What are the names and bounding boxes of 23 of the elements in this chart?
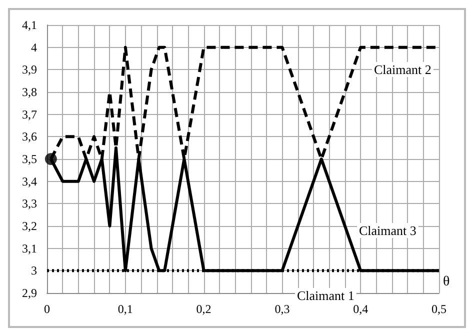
annotation: Claimant 2 <box>374 62 432 77</box>
x-tick-label: 0,1 <box>118 302 133 316</box>
x-tick-label: 0,3 <box>274 302 290 316</box>
y-tick-label: 3,7 <box>22 107 37 122</box>
y-tick-label: 3 <box>31 264 37 278</box>
x-tick-label: 0,5 <box>432 302 446 316</box>
y-tick-label: 3,1 <box>22 241 37 256</box>
x-tick-label: 0,2 <box>196 302 212 316</box>
y-tick-label: 3,2 <box>22 219 37 233</box>
x-tick-label: 0 <box>44 302 50 316</box>
x-axis-title: θ <box>443 274 450 290</box>
y-tick-label: 3,9 <box>22 62 37 77</box>
y-tick-label: 4 <box>31 40 37 54</box>
y-tick-label: 3,8 <box>22 85 37 99</box>
y-tick-label: 3,4 <box>22 174 37 188</box>
y-tick-label: 2,9 <box>22 286 37 300</box>
y-tick-label: 3,6 <box>22 130 37 144</box>
annotation: Claimant 1 <box>297 288 354 303</box>
y-tick-label: 3,3 <box>22 196 37 211</box>
annotation: Claimant 3 <box>359 223 416 238</box>
x-tick-label: 0,4 <box>353 302 368 316</box>
y-tick-label: 4,1 <box>22 18 37 32</box>
y-tick-label: 3,5 <box>22 152 37 166</box>
